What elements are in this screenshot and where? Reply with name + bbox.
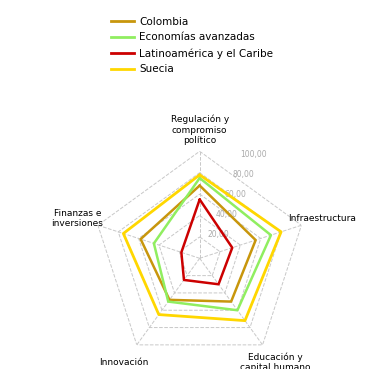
Legend: Colombia, Economías avanzadas, Latinoamérica y el Caribe, Suecia: Colombia, Economías avanzadas, Latinoamé…	[107, 13, 277, 79]
